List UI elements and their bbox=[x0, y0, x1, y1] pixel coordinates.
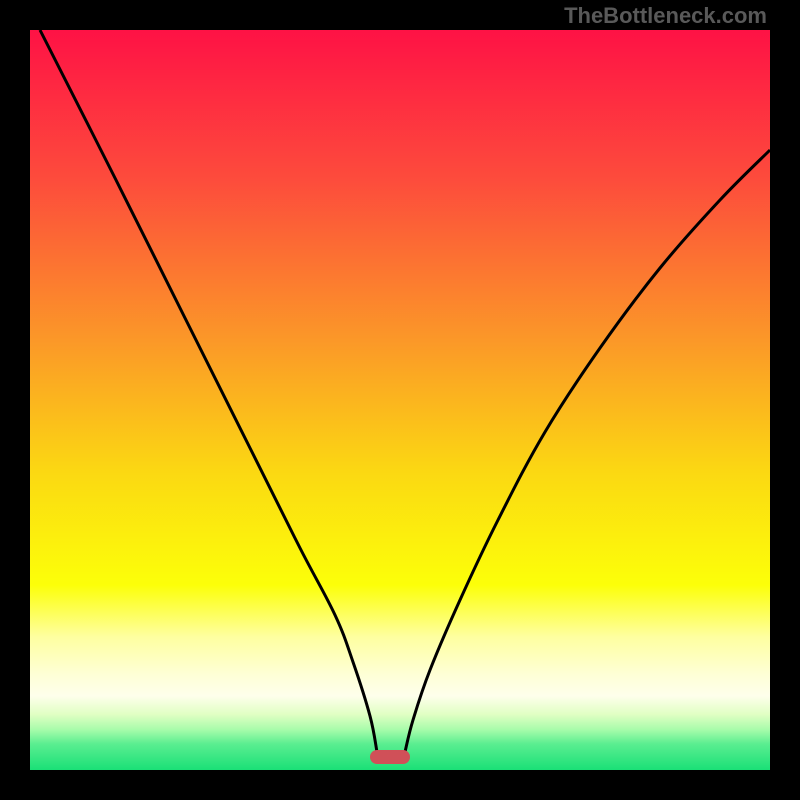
gradient-plot-area bbox=[30, 30, 770, 770]
chart-container: TheBottleneck.com bbox=[0, 0, 800, 800]
watermark-text: TheBottleneck.com bbox=[564, 3, 767, 29]
